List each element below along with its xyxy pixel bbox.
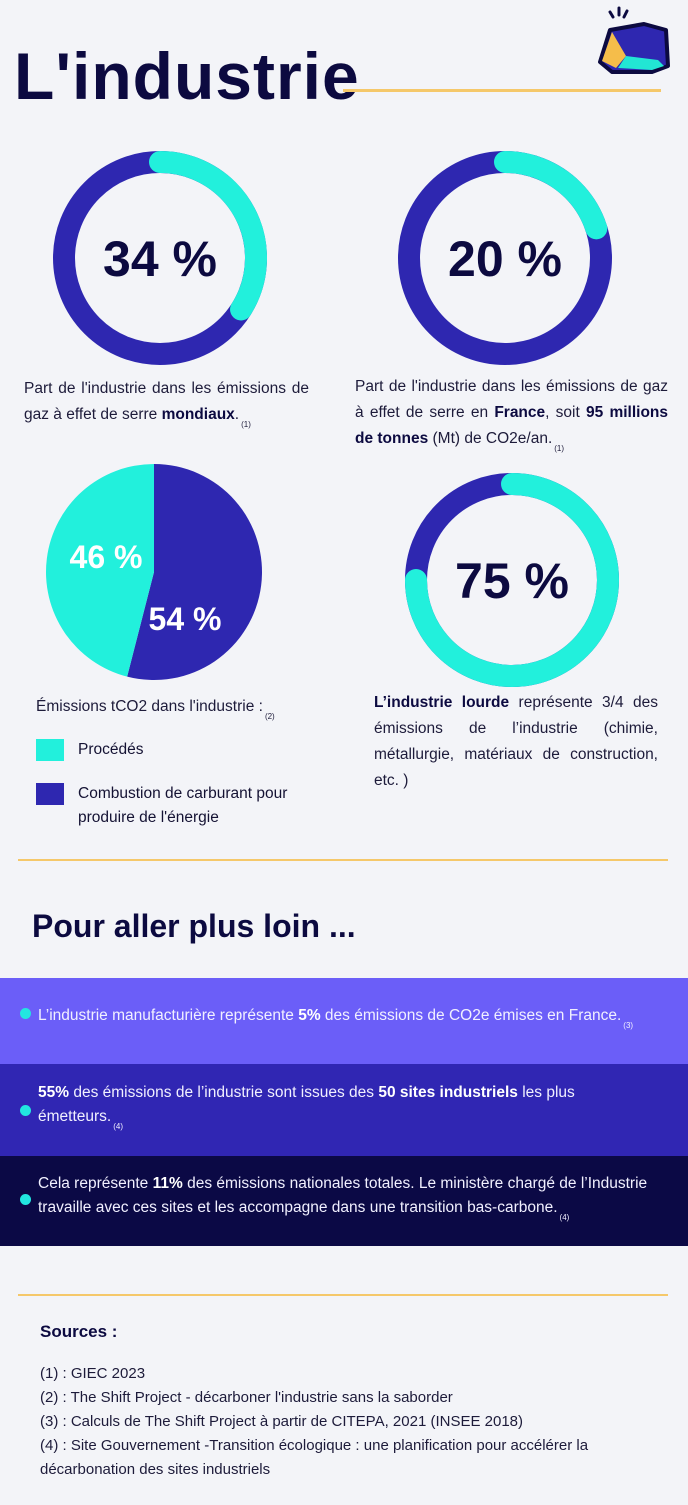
- source-item: (3) : Calculs de The Shift Project à par…: [40, 1413, 523, 1430]
- divider: [18, 1294, 668, 1296]
- text-segment: , soit: [545, 404, 586, 421]
- caption-france: Part de l'industrie dans les émissions d…: [355, 374, 668, 462]
- donut-segment-value: [405, 473, 619, 687]
- source-item: (4) : Site Gouvernement -Transition écol…: [40, 1437, 589, 1478]
- donut-value-label: 20 %: [448, 231, 562, 287]
- sources-title: Sources :: [40, 1322, 118, 1341]
- bullet-icon: [20, 1105, 31, 1116]
- bold-text: 55%: [38, 1084, 70, 1101]
- text-segment: des émissions de CO2e émises en France.: [320, 1007, 622, 1024]
- text-segment: Part de l'industrie dans les émissions d…: [24, 380, 309, 423]
- legend-label: Combustion de carburant pour produire de…: [78, 785, 288, 826]
- text-segment: représente 3/4 des émissions de l’indust…: [374, 694, 658, 789]
- text-segment: .: [234, 406, 240, 423]
- pie-slice-label: 46 %: [70, 539, 143, 575]
- bold-text: 50 sites industriels: [378, 1084, 518, 1101]
- fact-text: 55% des émissions de l’industrie sont is…: [38, 1081, 648, 1139]
- footnote-ref: (4): [113, 1122, 124, 1131]
- pie-slice: [46, 464, 155, 677]
- legend-item-combustion: Combustion de carburant pour produire de…: [36, 782, 326, 830]
- text-segment: (Mt) de CO2e/an.: [428, 430, 553, 447]
- footnote-ref: (1): [554, 444, 565, 453]
- footnote-ref: (1): [241, 420, 251, 429]
- pie-legend: Émissions tCO2 dans l'industrie :(2) Pro…: [36, 694, 326, 830]
- donut-segment-value: [149, 151, 267, 321]
- donut-segment-value: [494, 151, 608, 240]
- donut-value-label: 34 %: [103, 231, 217, 287]
- title-underline: [343, 89, 661, 92]
- text-segment: L’industrie manufacturière représente: [38, 1007, 299, 1024]
- legend-label: Procédés: [78, 741, 144, 758]
- text-segment: Cela représente: [38, 1175, 153, 1192]
- page-title: L'industrie: [14, 39, 360, 113]
- fact-band-1: L’industrie manufacturière représente 5%…: [0, 978, 688, 1064]
- bullet-icon: [20, 1008, 31, 1019]
- legend-item-procedes: Procédés: [36, 738, 326, 762]
- footnote-ref: (4): [559, 1213, 570, 1222]
- donut-chart-france: 20 %: [398, 151, 612, 365]
- pie-slice: [127, 464, 263, 680]
- bold-text: 5%: [298, 1007, 321, 1024]
- source-item: (2) : The Shift Project - décarboner l'i…: [40, 1389, 453, 1406]
- fact-text: L’industrie manufacturière représente 5%…: [38, 1004, 633, 1038]
- text-segment: Émissions tCO2 dans l'industrie :: [36, 698, 263, 715]
- bullet-icon: [20, 1194, 31, 1205]
- bold-text: L’industrie lourde: [374, 694, 510, 711]
- bold-text: 95 millions de tonnes: [355, 404, 669, 447]
- fact-band-3: Cela représente 11% des émissions nation…: [0, 1156, 688, 1246]
- donut-chart-world: 34 %: [53, 151, 267, 365]
- bold-text: France: [494, 404, 546, 421]
- footnote-ref: (3): [623, 1021, 634, 1030]
- fact-band-2: 55% des émissions de l’industrie sont is…: [0, 1064, 688, 1156]
- bold-text: mondiaux: [161, 406, 235, 423]
- bold-text: 11%: [152, 1175, 183, 1192]
- pie-chart-emissions: 54 %46 %: [46, 464, 263, 680]
- legend-title: Émissions tCO2 dans l'industrie :(2): [36, 694, 326, 730]
- fact-text: Cela représente 11% des émissions nation…: [38, 1172, 648, 1230]
- divider: [18, 859, 668, 861]
- source-item: (1) : GIEC 2023: [40, 1365, 146, 1382]
- caption-world: Part de l'industrie dans les émissions d…: [24, 376, 309, 438]
- gem-logo-icon: [598, 6, 670, 74]
- legend-swatch: [36, 783, 64, 805]
- sources-list: (1) : GIEC 2023 (2) : The Shift Project …: [40, 1362, 640, 1482]
- caption-heavy-industry: L’industrie lourde représente 3/4 des ém…: [374, 690, 658, 794]
- section-title-more: Pour aller plus loin ...: [32, 908, 356, 944]
- donut-value-label: 75 %: [455, 553, 569, 609]
- text-segment: des émissions de l’industrie sont issues…: [69, 1084, 379, 1101]
- donut-chart-heavy-industry: 75 %: [405, 473, 619, 687]
- pie-slice-label: 54 %: [149, 601, 222, 637]
- legend-swatch: [36, 739, 64, 761]
- text-segment: des émissions nationales totales. Le min…: [38, 1175, 648, 1216]
- text-segment: les plus émetteurs.: [38, 1084, 575, 1125]
- footnote-ref: (2): [264, 712, 275, 721]
- text-segment: Part de l'industrie dans les émissions d…: [355, 378, 668, 421]
